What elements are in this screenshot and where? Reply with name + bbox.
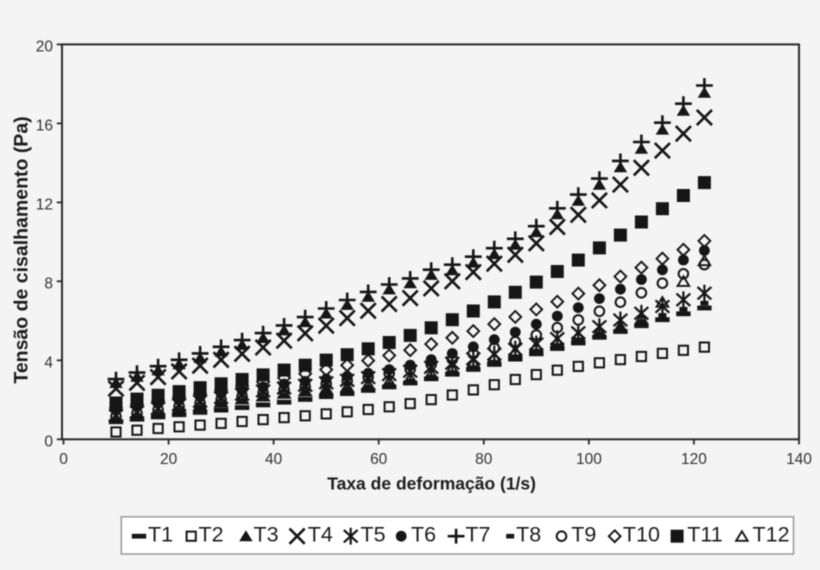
svg-text:4: 4: [44, 354, 53, 371]
svg-text:Taxa de deformação (1/s): Taxa de deformação (1/s): [327, 473, 536, 493]
svg-text:60: 60: [370, 451, 388, 468]
svg-text:T12: T12: [753, 523, 790, 547]
svg-text:80: 80: [475, 451, 493, 468]
svg-text:T10: T10: [623, 523, 660, 547]
svg-text:20: 20: [160, 451, 178, 468]
svg-text:20: 20: [36, 38, 54, 55]
svg-text:T7: T7: [465, 523, 490, 547]
svg-text:120: 120: [681, 451, 707, 468]
svg-text:100: 100: [576, 451, 602, 468]
svg-text:T4: T4: [308, 523, 333, 547]
svg-text:T9: T9: [571, 523, 596, 547]
svg-text:T8: T8: [516, 523, 541, 547]
svg-text:T6: T6: [411, 523, 436, 547]
svg-text:8: 8: [44, 275, 53, 292]
svg-text:T2: T2: [199, 523, 224, 547]
svg-text:0: 0: [59, 451, 68, 468]
svg-text:40: 40: [265, 451, 283, 468]
svg-text:16: 16: [36, 117, 53, 134]
svg-text:T5: T5: [361, 523, 386, 547]
svg-text:12: 12: [36, 196, 53, 213]
svg-text:T1: T1: [148, 523, 173, 547]
svg-text:140: 140: [786, 451, 812, 468]
svg-text:T11: T11: [687, 523, 722, 547]
svg-text:Tensão de cisalhamento (Pa): Tensão de cisalhamento (Pa): [11, 116, 33, 383]
svg-text:0: 0: [44, 433, 53, 450]
svg-text:T3: T3: [254, 523, 279, 547]
